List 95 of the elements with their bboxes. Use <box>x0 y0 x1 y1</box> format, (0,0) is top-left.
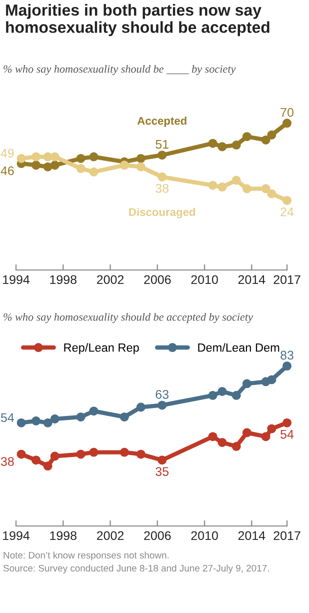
point <box>218 182 227 192</box>
point <box>218 438 227 447</box>
data-label: 46 <box>0 166 14 176</box>
point <box>89 167 98 176</box>
point <box>267 130 276 140</box>
x-tick-label: 2014 <box>238 275 266 284</box>
point <box>89 406 98 416</box>
point <box>136 450 146 459</box>
point <box>218 386 227 396</box>
point <box>32 152 41 162</box>
point <box>261 135 270 144</box>
text: Note: Don’t know responses not shown. <box>4 552 169 560</box>
data-label: 54 <box>0 413 14 422</box>
x-tick-label: 1994 <box>3 531 30 540</box>
x-tick-label: 1998 <box>50 531 76 540</box>
source-note: Source: Survey conducted June 8-18 and June 27-July 9, 2017. <box>3 564 269 574</box>
point <box>261 184 270 194</box>
point <box>16 418 26 428</box>
point <box>267 424 276 434</box>
point <box>16 450 26 459</box>
point <box>120 412 129 422</box>
text: Discouraged <box>129 208 196 218</box>
data-label: 24 <box>280 207 294 216</box>
x-tick-label: 2002 <box>96 531 124 540</box>
point <box>242 379 252 388</box>
legend-label: Rep/Lean Rep <box>64 343 139 354</box>
x-tick-label: 2002 <box>96 275 124 284</box>
x-tick-label: 1994 <box>3 275 30 284</box>
point <box>158 150 167 160</box>
point <box>50 414 60 424</box>
data-label: 49 <box>0 148 14 158</box>
x-tick-label: 2010 <box>191 275 218 284</box>
point <box>267 189 276 198</box>
data-label: 70 <box>280 108 294 117</box>
chart-title: Majorities in both parties now say homosexuality should be accepted <box>6 4 270 36</box>
point <box>218 142 227 152</box>
point <box>120 448 129 457</box>
point <box>32 456 41 465</box>
point <box>158 172 167 182</box>
point <box>32 416 41 426</box>
point <box>43 461 52 471</box>
x-tick-label: 2014 <box>238 531 266 540</box>
point <box>282 361 292 371</box>
point <box>208 390 218 400</box>
x-tick-label: 2017 <box>274 531 300 540</box>
x-tick-label: 1998 <box>50 275 76 284</box>
x-tick-label: 2010 <box>191 531 218 540</box>
point <box>261 432 270 442</box>
point <box>242 428 252 438</box>
point <box>208 138 218 148</box>
point <box>232 140 241 150</box>
x-tick-label: 2017 <box>274 275 300 284</box>
point <box>76 450 86 459</box>
point <box>50 452 60 461</box>
point <box>282 118 292 128</box>
point <box>50 152 60 162</box>
point <box>136 402 146 412</box>
point <box>282 196 292 205</box>
point <box>208 180 218 190</box>
point <box>89 152 98 162</box>
point <box>232 442 241 451</box>
legend-label: Dem/Lean Dem <box>198 343 280 352</box>
point <box>43 162 52 172</box>
point <box>282 418 292 428</box>
x-tick-label: 2006 <box>144 275 171 284</box>
point <box>267 375 276 384</box>
point <box>50 160 60 170</box>
chart-subtitle: % who say homosexuality should be accepted by society <box>4 312 253 324</box>
point <box>232 176 241 185</box>
point <box>208 432 218 442</box>
data-label: 38 <box>156 184 169 193</box>
point <box>136 162 146 172</box>
data-label: 35 <box>156 467 169 476</box>
point <box>32 160 41 170</box>
data-label: 51 <box>156 140 168 149</box>
point <box>158 400 167 410</box>
point <box>242 184 252 194</box>
point <box>89 448 98 457</box>
chart-subtitle: % who say homosexuality should be ____ by society <box>4 64 236 76</box>
point <box>242 132 252 142</box>
point <box>43 418 52 428</box>
point <box>158 456 167 465</box>
data-label: 63 <box>156 390 169 399</box>
point <box>232 390 241 400</box>
series-label: Accepted <box>137 116 186 127</box>
point <box>136 154 146 163</box>
data-label: 38 <box>0 457 14 466</box>
point <box>16 154 26 163</box>
point <box>76 412 86 422</box>
point <box>76 154 86 163</box>
data-label: 83 <box>280 350 294 360</box>
point <box>76 164 86 174</box>
data-label: 54 <box>280 430 294 439</box>
x-tick-label: 2006 <box>144 531 171 540</box>
point <box>120 160 129 170</box>
